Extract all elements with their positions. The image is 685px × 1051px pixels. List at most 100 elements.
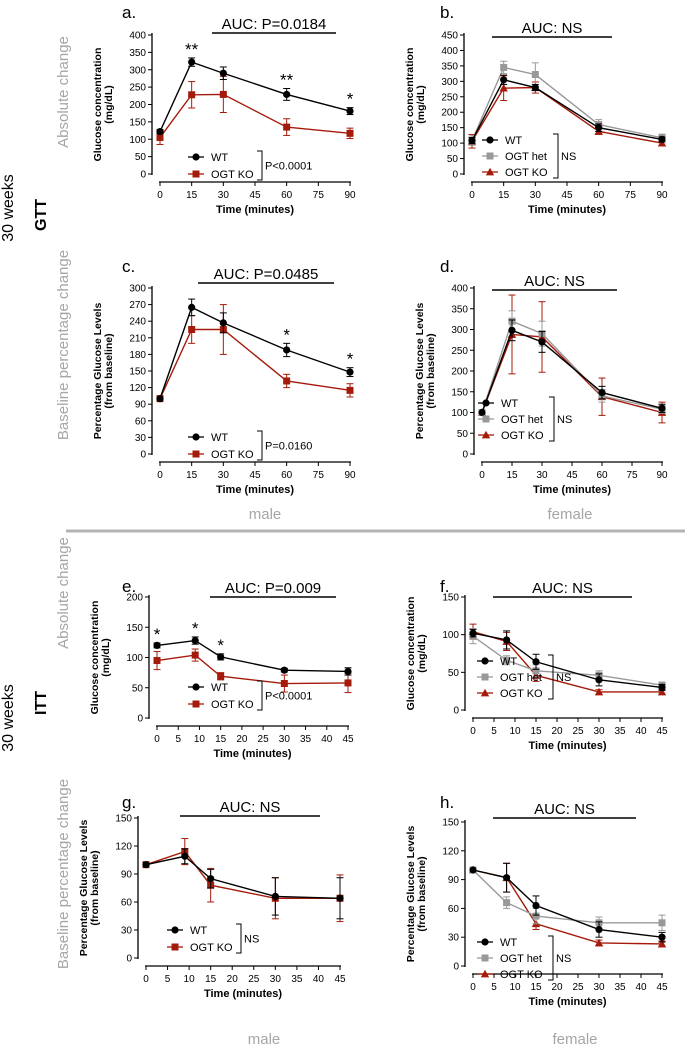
y-axis-title-unit: (from baseline) [425, 333, 437, 408]
y-tick-label: 90 [448, 875, 460, 886]
legend-marker [192, 700, 200, 708]
itt-weeks-label: 30 weeks [0, 684, 17, 752]
legend-label: WT [211, 152, 228, 164]
x-axis-title: Time (minutes) [528, 204, 606, 216]
x-tick-label: 10 [184, 974, 196, 985]
data-point [503, 636, 511, 644]
legend: WT OGT KO P<0.0001 [188, 680, 312, 711]
data-point [468, 137, 476, 145]
x-tick-label: 40 [635, 726, 647, 737]
y-tick-label: 300 [129, 284, 146, 295]
auc-label: AUC: P=0.0485 [214, 266, 319, 283]
x-tick-label: 15 [530, 982, 542, 993]
x-tick-label: 40 [313, 974, 325, 985]
data-point [217, 653, 225, 661]
data-point [532, 912, 540, 920]
y-tick-label: 100 [126, 653, 143, 664]
data-point [658, 919, 666, 927]
series-line [472, 869, 663, 945]
data-point [595, 676, 603, 684]
series-wt [153, 636, 352, 676]
data-point [142, 861, 150, 869]
panel-e: e. 0 50 100 150 200 0 5 10 15 20 25 30 35 40 45 Time (mi… [89, 577, 354, 760]
legend-stat: P<0.0001 [265, 691, 312, 703]
y-tick-label: 400 [451, 284, 468, 295]
legend-bracket [257, 430, 263, 461]
y-axis-title: Glucose concentration [404, 48, 416, 162]
series-line [472, 869, 663, 938]
y-tick-label: 50 [135, 152, 147, 163]
legend-marker [481, 673, 489, 681]
legend: WT OGT het OGT KO NS [478, 396, 572, 442]
y-tick-label: 120 [442, 846, 459, 857]
y-tick-label: 100 [129, 135, 146, 146]
panel-c: c. 0 30 60 90 120 150 180 210 240 270 300 0 15 30 45 60 7… [92, 257, 356, 496]
y-tick-label: 0 [126, 954, 132, 965]
legend-stat: NS [556, 953, 571, 965]
itt-label: ITT [33, 691, 50, 715]
panel-f: f. 0 50 100 150 0 5 10 15 20 25 30 35 40 45 Time (minut… [405, 577, 668, 752]
x-tick-label: 10 [509, 726, 521, 737]
legend-marker [192, 433, 200, 441]
legend: WT OGT KO NS [167, 923, 259, 954]
x-tick-label: 20 [551, 982, 563, 993]
x-tick-label: 10 [509, 982, 521, 993]
data-point [283, 346, 291, 354]
x-tick-label: 75 [313, 190, 325, 201]
legend-marker [480, 688, 490, 697]
x-tick-label: 45 [656, 982, 668, 993]
x-tick-label: 60 [593, 190, 605, 201]
y-tick-label: 60 [121, 898, 133, 909]
y-tick-label: 0 [452, 170, 458, 181]
y-tick-label: 400 [441, 46, 458, 57]
data-point [283, 90, 291, 99]
y-tick-label: 50 [447, 154, 459, 165]
x-tick-label: 90 [656, 470, 668, 481]
x-tick-label: 90 [656, 190, 668, 201]
legend-marker [482, 415, 490, 423]
y-tick-label: 300 [441, 77, 458, 88]
data-point [191, 636, 199, 645]
data-point [658, 404, 666, 412]
data-point [346, 368, 354, 376]
y-tick-label: 350 [129, 48, 146, 59]
x-tick-label: 15 [205, 974, 217, 985]
x-tick-label: 25 [248, 974, 260, 985]
legend-bracket [257, 680, 263, 711]
y-axis-title: Percentage Glucose Levels [78, 820, 90, 957]
y-tick-label: 50 [132, 683, 144, 694]
y-tick-label: 0 [137, 714, 143, 725]
legend: WT OGT KO P=0.0160 [188, 430, 312, 461]
x-tick-label: 15 [506, 470, 518, 481]
series-wt [142, 848, 344, 920]
panel-label: h. [440, 793, 454, 812]
panel-label: c. [122, 257, 135, 276]
x-axis-title: Time (minutes) [533, 484, 611, 496]
data-point [219, 69, 227, 77]
x-axis-title: Time (minutes) [216, 204, 294, 216]
panel-label: a. [122, 3, 136, 22]
legend-marker [486, 136, 494, 144]
series-ogt_ko [156, 304, 354, 403]
data-point [503, 874, 511, 882]
y-tick-label: 60 [135, 416, 147, 427]
data-point [346, 107, 354, 115]
legend-marker [482, 399, 490, 407]
legend-label: OGT het [505, 151, 547, 163]
y-tick-label: 150 [115, 814, 132, 825]
y-tick-label: 200 [126, 593, 143, 604]
y-tick-label: 120 [115, 842, 132, 853]
data-point [532, 667, 540, 675]
legend-label: OGT het [500, 672, 542, 684]
y-tick-label: 180 [129, 350, 146, 361]
x-tick-label: 30 [593, 726, 605, 737]
auc-label: AUC: P=0.0184 [222, 16, 327, 33]
series-ogt_ko [467, 75, 667, 149]
x-tick-label: 20 [236, 734, 248, 745]
data-point [500, 63, 508, 71]
x-tick-label: 20 [551, 726, 563, 737]
data-point [532, 658, 540, 666]
x-axis-title: Time (minutes) [213, 748, 291, 760]
legend-marker [486, 152, 494, 160]
x-tick-label: 35 [291, 974, 303, 985]
